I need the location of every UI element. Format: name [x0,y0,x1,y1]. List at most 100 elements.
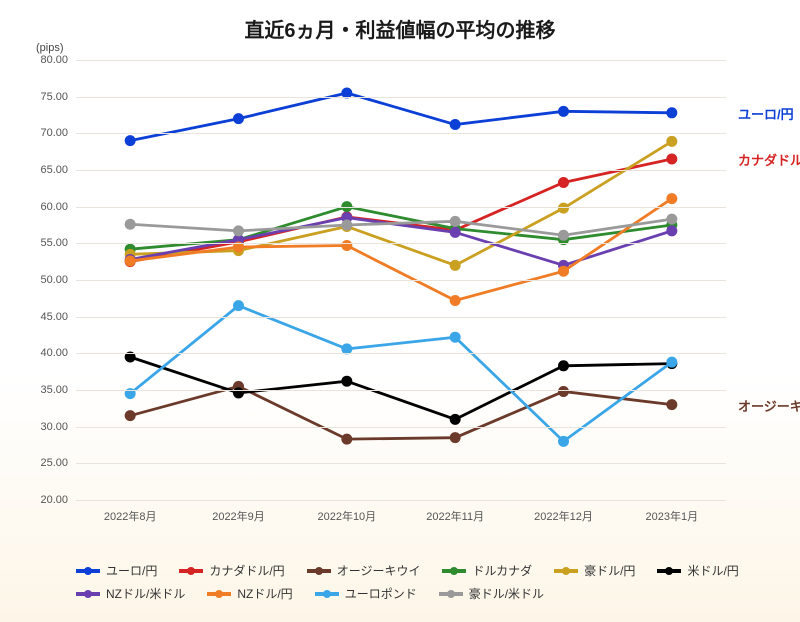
series-marker [450,414,461,425]
legend-swatch [307,569,331,573]
legend-swatch [76,569,100,573]
legend-item: 豪ドル/米ドル [439,585,544,602]
series-marker [125,255,136,266]
ytick-label: 45.00 [40,311,68,323]
series-marker [233,300,244,311]
series-marker [666,214,677,225]
series-annotation: カナダドル/円 [738,150,800,169]
legend-swatch [179,569,203,573]
series-marker [450,295,461,306]
ytick-label: 55.00 [40,237,68,249]
legend-label: 豪ドル/米ドル [469,585,544,602]
xtick-label: 2022年8月 [104,508,157,524]
legend-item: NZドル/米ドル [76,585,185,602]
legend-swatch [76,592,100,596]
yaxis-unit-label: (pips) [36,42,64,54]
gridline-h [76,317,726,318]
legend-label: ユーロポンド [345,585,417,602]
legend-swatch [554,569,578,573]
xtick-label: 2022年10月 [317,508,376,524]
legend-label: 豪ドル/円 [584,562,635,579]
chart-container: 直近6ヵ月・利益値幅の平均の推移 (pips) 20.00 25.00 30.00 3… [0,0,800,622]
legend-swatch [657,569,681,573]
series-marker [341,220,352,231]
legend-item: カナダドル/円 [179,562,284,579]
series-marker [450,432,461,443]
series-annotation: オージーキウイ [738,396,800,415]
series-line [130,306,672,442]
series-line [130,219,672,235]
legend-label: NZドル/米ドル [106,585,185,602]
series-marker [666,225,677,236]
gridline-h [76,133,726,134]
series-marker [341,240,352,251]
legend-item: ユーロ/円 [76,562,157,579]
legend-item: 米ドル/円 [657,562,738,579]
legend-label: ユーロ/円 [106,562,157,579]
series-annotation: ユーロ/円 [738,104,794,123]
series-marker [558,106,569,117]
gridline-h [76,427,726,428]
series-marker [450,332,461,343]
series-marker [233,225,244,236]
gridline-h [76,97,726,98]
ytick-label: 65.00 [40,164,68,176]
series-marker [666,399,677,410]
series-marker [558,360,569,371]
series-marker [666,154,677,165]
gridline-h [76,353,726,354]
ytick-label: 25.00 [40,457,68,469]
series-marker [125,219,136,230]
series-marker [450,216,461,227]
ytick-label: 20.00 [40,494,68,506]
ytick-label: 50.00 [40,274,68,286]
series-marker [558,230,569,241]
series-marker [558,386,569,397]
series-marker [450,227,461,238]
xtick-label: 2023年1月 [646,508,699,524]
series-line [130,386,672,439]
gridline-h [76,60,726,61]
ytick-label: 30.00 [40,421,68,433]
series-marker [233,113,244,124]
ytick-label: 75.00 [40,91,68,103]
legend-label: NZドル/円 [237,585,292,602]
series-marker [558,436,569,447]
xtick-label: 2022年11月 [426,508,484,524]
gridline-h [76,500,726,501]
series-marker [558,266,569,277]
series-marker [450,260,461,271]
gridline-h [76,170,726,171]
ytick-label: 40.00 [40,347,68,359]
legend-swatch [442,569,466,573]
series-marker [666,107,677,118]
gridline-h [76,463,726,464]
legend-item: 豪ドル/円 [554,562,635,579]
series-marker [341,434,352,445]
legend-label: ドルカナダ [472,562,532,579]
series-marker [341,376,352,387]
series-marker [558,203,569,214]
legend-swatch [439,592,463,596]
gridline-h [76,280,726,281]
legend-swatch [207,592,231,596]
xtick-label: 2022年9月 [212,508,265,524]
series-marker [666,136,677,147]
legend-label: オージーキウイ [337,562,421,579]
ytick-label: 80.00 [40,54,68,66]
series-line [130,357,672,419]
series-line [130,199,672,301]
legend-item: NZドル/円 [207,585,292,602]
legend-item: ユーロポンド [315,585,417,602]
legend-swatch [315,592,339,596]
legend-label: 米ドル/円 [687,562,738,579]
series-marker [558,177,569,188]
legend: ユーロ/円 カナダドル/円 オージーキウイ ドルカナダ 豪ドル/円 米ドル/円 NZドル/米… [76,562,756,602]
chart-title: 直近6ヵ月・利益値幅の平均の推移 [0,14,800,43]
series-marker [125,410,136,421]
gridline-h [76,243,726,244]
legend-item: オージーキウイ [307,562,421,579]
ytick-label: 35.00 [40,384,68,396]
series-marker [125,135,136,146]
gridline-h [76,390,726,391]
